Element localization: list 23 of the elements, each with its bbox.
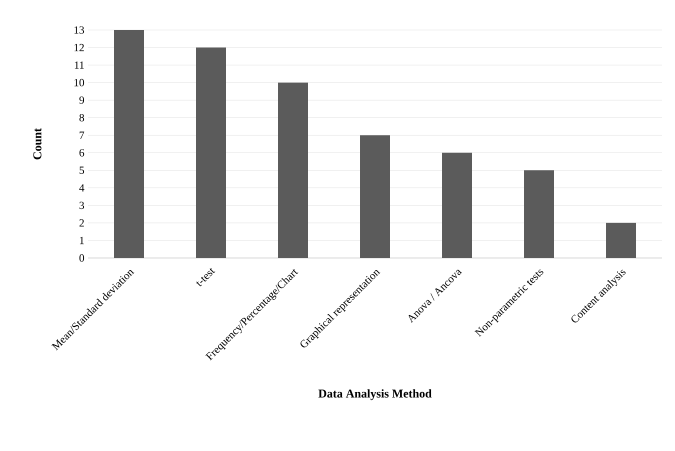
bar <box>524 170 554 258</box>
y-tick-label: 12 <box>74 44 84 52</box>
bar <box>114 30 144 258</box>
bar <box>442 152 472 258</box>
bar <box>196 48 226 258</box>
y-tick-label: 1 <box>80 236 84 244</box>
y-tick-label: 13 <box>74 26 84 34</box>
y-tick-label: 0 <box>79 254 84 262</box>
y-axis-title: Count <box>33 128 42 160</box>
y-tick-label: 2 <box>79 219 84 227</box>
y-tick-label: 4 <box>79 184 84 192</box>
y-tick-label: 6 <box>79 149 84 156</box>
y-tick-label: 8 <box>79 114 84 122</box>
y-tick-label: 7 <box>80 132 84 139</box>
x-axis-title: Data Analysis Method <box>318 389 432 400</box>
y-tick-label: 11 <box>74 61 84 69</box>
bar <box>606 222 636 258</box>
bar <box>360 135 390 258</box>
y-tick-label: 3 <box>80 202 84 210</box>
y-tick-label: 10 <box>74 78 84 86</box>
bar <box>278 82 308 258</box>
y-tick-label: 5 <box>80 166 84 174</box>
y-tick-label: 9 <box>79 96 84 104</box>
